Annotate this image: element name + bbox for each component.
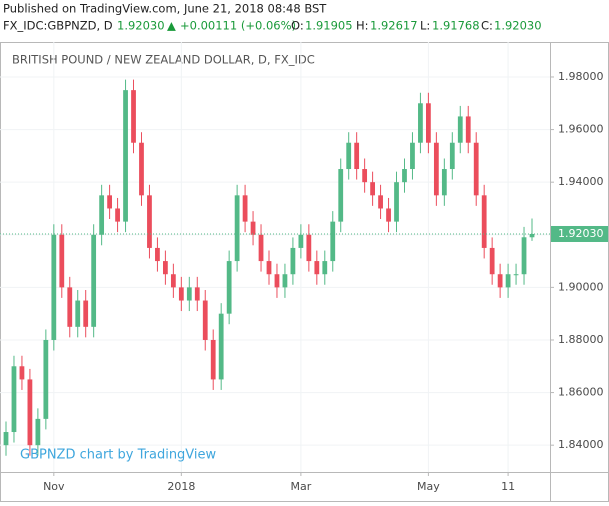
candle-body [354,142,360,170]
candle-body [386,208,391,222]
y-tick-label: 1.86000 [558,386,604,399]
x-tick-label: Nov [43,480,65,493]
close-value: 1.92030 [494,19,542,33]
candle-body [202,300,208,340]
low-label: L: [420,19,430,33]
candle-body [481,195,487,248]
candle-body [489,247,495,275]
candle-body [465,116,471,143]
change: +0.00111 (+0.06%) [180,19,296,33]
candle-body [258,234,264,262]
candle-body [234,195,240,262]
y-tick-label: 1.84000 [558,438,604,451]
close-label: C: [481,19,493,33]
high-label: H: [356,19,369,33]
candle-body [306,234,312,262]
x-tick-label: Mar [290,480,311,493]
x-tick-label: 11 [501,480,515,493]
candle-body [226,261,232,314]
candle-body [290,247,296,275]
symbol: FX_IDC:GBPNZD, D [3,19,113,33]
candle-body [505,274,511,288]
candle-body [449,142,455,170]
y-tick-label: 1.98000 [558,70,604,83]
candle-body [426,103,431,143]
candle-body [529,233,535,238]
candle-body [457,116,463,143]
candle-body [250,221,256,235]
candle-body [147,195,152,248]
candle-body [362,169,368,183]
candle-body [27,379,33,446]
candle-body [410,142,415,170]
candle-body [163,261,168,275]
candle-body [346,142,352,170]
candle-body [11,366,17,433]
candle-body [83,300,89,327]
candle-body [210,339,216,380]
published-line: Published on TradingView.com, June 21, 2… [3,2,327,16]
candle-body [178,287,184,301]
candle-body [266,261,272,275]
candle-body [441,169,447,196]
candle-body [194,287,200,301]
candle-body [314,261,320,275]
high-value: 1.92617 [370,19,418,33]
candle-body [298,234,304,248]
y-tick-label: 1.90000 [558,280,604,293]
candle-body [115,208,120,222]
candle-body [370,182,375,196]
last-price-label: 1.92030 [558,227,604,240]
x-tick-label: 2018 [167,480,195,493]
candle-body [91,234,97,327]
change-arrow: ▲ [167,19,176,33]
candle-body [123,90,128,222]
candle-body [35,418,41,446]
candle-body [107,195,112,209]
last-value: 1.92030 [117,19,165,33]
candle-body [19,366,25,380]
candle-body [186,287,192,301]
candle-body [473,142,479,196]
candle-body [170,274,176,288]
chart-title: BRITISH POUND / NEW ZEALAND DOLLAR, D, F… [12,53,315,67]
candle-body [155,247,160,262]
candle-body [51,234,57,340]
candle-body [338,169,344,222]
candle-body [394,182,399,222]
candle-body [75,300,81,327]
candle-body [43,339,49,419]
candle-body [497,274,503,288]
candle-body [99,195,105,235]
candle-body [513,274,519,276]
candle-body [378,195,383,209]
candle-body [242,195,248,222]
x-tick-label: May [417,480,440,493]
candle-body [274,274,280,288]
candle-body [282,274,288,288]
candle-body [67,287,73,327]
y-tick-label: 1.88000 [558,333,604,346]
candle-body [59,234,65,288]
candle-body [521,237,527,275]
candle-body [402,169,407,183]
candle-body [418,103,423,143]
low-value: 1.91768 [432,19,480,33]
last-price-box [551,225,608,242]
candle-body [3,432,9,446]
open-label: O: [291,19,304,33]
candle-body [330,221,336,262]
candle-body [322,261,328,275]
candle-body [433,142,439,196]
candle-body [131,90,136,143]
y-tick-label: 1.96000 [558,123,604,136]
candle-body [218,313,224,380]
y-tick-label: 1.94000 [558,175,604,188]
watermark: GBPNZD chart by TradingView [20,448,217,463]
candle-body [139,142,144,196]
open-value: 1.91905 [305,19,353,33]
